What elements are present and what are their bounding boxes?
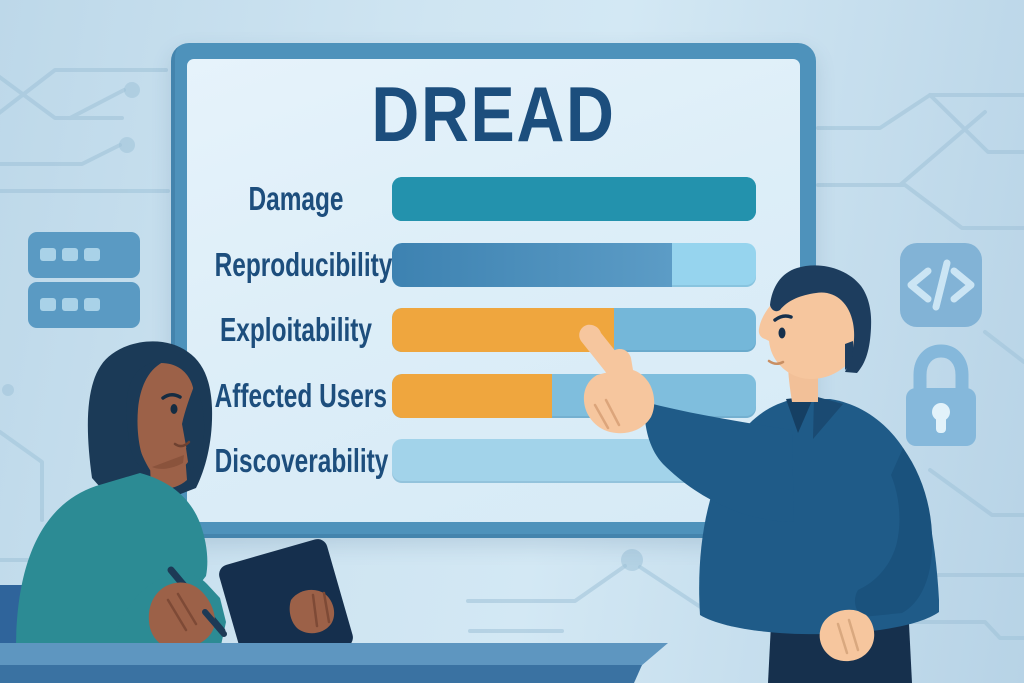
man-face bbox=[758, 289, 861, 379]
dread-row: Exploitability bbox=[0, 308, 1024, 352]
padlock-icon bbox=[906, 344, 976, 446]
dread-row: Damage bbox=[0, 177, 1024, 221]
man-pointing-arm bbox=[644, 402, 794, 522]
dread-bar-track bbox=[392, 373, 756, 418]
dread-bar-fill bbox=[392, 242, 673, 287]
pointing-hand bbox=[579, 324, 655, 434]
dread-row-label: Damage bbox=[248, 180, 344, 217]
man-left-arm bbox=[854, 448, 933, 617]
desk-top bbox=[0, 643, 668, 666]
woman-hand-tablet bbox=[289, 589, 335, 634]
dread-bar-fill bbox=[392, 308, 615, 352]
dread-row-label: Exploitability bbox=[220, 311, 372, 348]
dread-row-label: Reproducibility bbox=[214, 245, 393, 283]
dread-bar-track bbox=[392, 308, 756, 352]
woman-mouth bbox=[173, 440, 191, 448]
man-hair bbox=[770, 265, 872, 373]
circuit-node bbox=[621, 549, 643, 571]
code-icon bbox=[900, 243, 982, 327]
dread-row: Affected Users bbox=[0, 373, 1024, 418]
woman-eye bbox=[170, 404, 178, 414]
man-left-hand bbox=[819, 609, 875, 662]
circuit-node bbox=[119, 137, 135, 153]
board-title: DREAD bbox=[371, 70, 616, 158]
woman-hand-stylus bbox=[148, 582, 215, 645]
dread-row: Reproducibility bbox=[0, 242, 1024, 287]
woman-eyebrow bbox=[161, 393, 182, 400]
desk-front bbox=[0, 665, 642, 683]
tablet bbox=[219, 539, 353, 673]
dread-bar-fill bbox=[392, 373, 553, 418]
dread-bar-track bbox=[392, 177, 756, 221]
circuit-node bbox=[124, 82, 140, 98]
dread-row-label: Discoverability bbox=[214, 442, 389, 479]
man-eyebrow bbox=[773, 314, 793, 322]
dread-bar-fill bbox=[392, 177, 756, 221]
dread-bar-track bbox=[392, 242, 756, 287]
man-eye bbox=[778, 327, 786, 339]
dread-row-label: Affected Users bbox=[214, 376, 387, 414]
circuit-node bbox=[2, 384, 14, 396]
server-icon bbox=[28, 232, 140, 328]
man-mouth bbox=[767, 359, 785, 365]
